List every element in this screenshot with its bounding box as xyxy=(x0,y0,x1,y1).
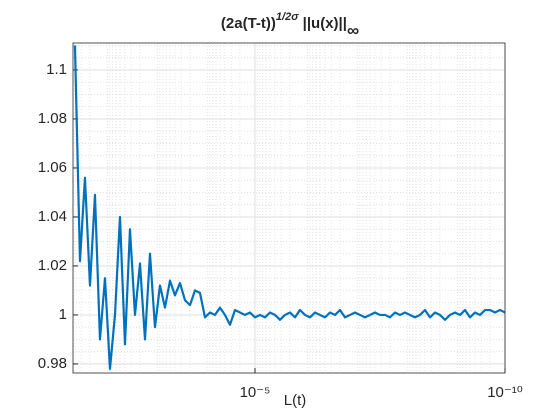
title-part: (2a(T-t)) xyxy=(221,15,276,32)
title-superscript: 1/2σ xyxy=(276,11,299,23)
title-part: ||u(x)|| xyxy=(299,15,347,32)
y-tick-label: 0.98 xyxy=(38,355,67,372)
y-tick-label: 1.08 xyxy=(38,110,67,127)
x-tick-label: 10⁻¹⁰ xyxy=(487,384,523,401)
title-subscript: ∞ xyxy=(347,21,359,40)
x-axis-label: L(t) xyxy=(284,392,307,409)
data-line xyxy=(73,45,505,370)
y-tick-label: 1.06 xyxy=(38,159,67,176)
y-tick-label: 1.1 xyxy=(46,61,67,78)
y-tick-label: 1.04 xyxy=(38,208,67,225)
plot-frame xyxy=(72,42,506,374)
y-tick-label: 1 xyxy=(59,306,67,323)
y-tick-label: 1.02 xyxy=(38,257,67,274)
chart-title: (2a(T-t))1/2σ ||u(x)||∞ xyxy=(221,11,359,40)
x-tick-label: 10⁻⁵ xyxy=(240,384,271,401)
